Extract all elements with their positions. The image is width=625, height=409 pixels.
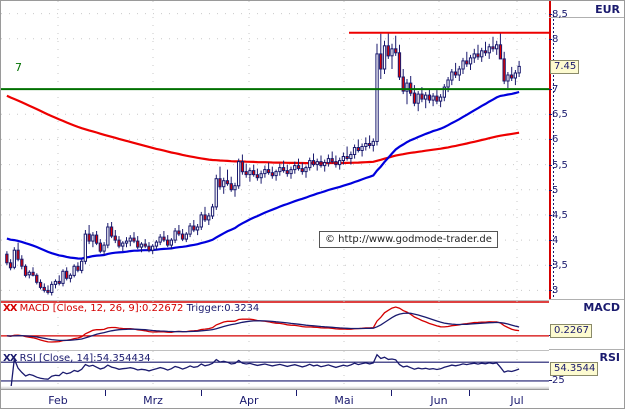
month-tick [105,390,106,396]
month-tick [391,390,392,396]
month-tick [296,390,297,396]
month-label-jun: Jun [430,394,448,407]
axis-rsi-label: RSI [599,351,621,364]
watermark: © http://www.godmode-trader.de [319,231,498,248]
time-axis-bar [1,386,549,390]
month-label-feb: Feb [48,394,68,407]
price-chart-panel[interactable]: 7 © http://www.godmode-trader.de [1,1,549,298]
price-value-box: 7.45 [550,60,580,74]
rsi-text: RSI [Close, 14]:54.354434 [19,353,151,364]
macd-legend: XX MACD [Close, 12, 26, 9]:0.22672 Trigg… [3,303,259,314]
price-tick: 3 [548,285,559,296]
price-tick: 6,5 [549,109,568,120]
price-tick: 4 [548,235,559,246]
rsi-tick: 25 [549,375,565,386]
price-tick: 4,5 [549,210,568,221]
month-label-mrz: Mrz [143,394,163,407]
price-tick: 6 [548,134,559,145]
rsi-value-box: 54.3544 [550,362,599,376]
month-tick [201,390,202,396]
macd-marker: XX [3,303,17,314]
price-tick: 5,5 [549,160,568,171]
support-line-label: 7 [15,61,22,74]
price-tick: 8 [548,34,559,45]
rsi-legend: XX RSI [Close, 14]:54.354434 [3,353,151,364]
price-plot [1,1,549,298]
rsi-marker: XX [3,353,17,364]
price-tick: 5 [548,185,559,196]
rsi-plot [1,351,549,386]
axis-dotted-line [553,11,554,300]
axis-divider [549,17,624,18]
month-label-jul: Jul [510,394,524,407]
price-tick: 8,5 [549,9,568,20]
month-tick [469,390,470,396]
axis-red-edge [549,1,551,300]
month-label-mai: Mai [334,394,354,407]
time-axis[interactable]: Feb Mrz Apr Mai Jun Jul [1,386,624,408]
axis-unit-label: EUR [595,3,620,16]
month-label-apr: Apr [239,394,259,407]
macd-value-box: 0.2267 [550,324,592,338]
price-tick: 3,5 [549,260,568,271]
axis-macd-label: MACD [583,301,620,314]
macd-plot [1,301,549,348]
macd-panel[interactable]: XX MACD [Close, 12, 26, 9]:0.22672 Trigg… [1,300,549,348]
rsi-axis-divider [549,349,624,350]
rsi-panel[interactable]: XX RSI [Close, 14]:54.354434 [1,350,549,386]
macd-text: MACD [Close, 12, 26, 9]:0.22672 [19,303,184,314]
macd-axis-divider [549,299,624,300]
macd-trigger-text: Trigger:0.3234 [186,303,260,314]
price-tick: 7 [548,84,559,95]
